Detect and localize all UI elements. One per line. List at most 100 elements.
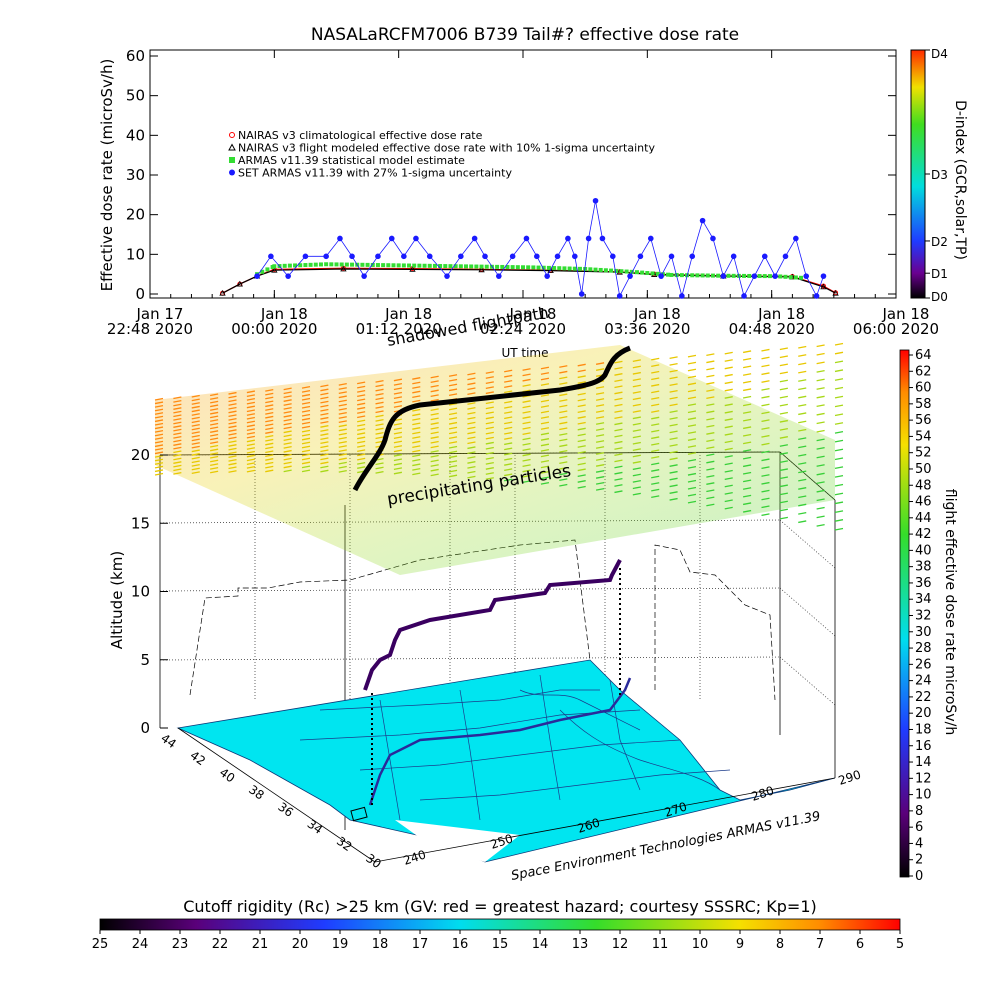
dose-sheet-mark [246, 431, 256, 435]
data-point [344, 262, 349, 267]
dose-sheet-mark [669, 396, 678, 400]
dose-sheet-mark [375, 427, 384, 431]
dose-sheet-mark [577, 427, 586, 431]
dose-sheet-mark [761, 411, 770, 415]
dose-sheet-mark [338, 432, 347, 436]
dose-sheet-mark [412, 436, 421, 439]
data-point [690, 273, 695, 278]
dose-sheet-mark [301, 457, 311, 461]
dose-sheet-mark [448, 421, 458, 425]
dose-sheet-mark [283, 469, 292, 473]
dose-sheet-mark [761, 348, 770, 352]
dose-sheet-mark [522, 442, 531, 446]
dose-sheet-mark [504, 390, 513, 394]
dose-sheet-mark [357, 432, 366, 436]
dose-sheet-mark [154, 458, 164, 462]
dose-sheet-mark [375, 414, 384, 418]
dose-sheet-mark [742, 418, 752, 422]
dose-sheet-mark [338, 457, 347, 461]
data-point [557, 266, 562, 271]
dose-sheet-mark [798, 478, 807, 482]
3d-lon-axis [374, 777, 836, 863]
data-point [293, 263, 298, 268]
dose-sheet-mark [559, 483, 568, 487]
rigidity-tick-label: 25 [92, 937, 109, 952]
dose-sheet-mark [154, 455, 164, 458]
dose-sheet [155, 345, 835, 575]
dose-sheet-mark [430, 436, 439, 439]
data-point [578, 291, 585, 297]
dose-sheet-mark [706, 367, 715, 371]
dose-sheet-mark [706, 417, 715, 421]
dose-sheet-mark [614, 385, 623, 389]
y-tick-label: 0 [135, 285, 145, 303]
x-tick-label-time: 02:24 2020 [480, 320, 566, 338]
dose-sheet-mark [191, 394, 200, 398]
x-tick-label-time: 06:00 2020 [853, 320, 939, 338]
dose-sheet-mark [301, 397, 311, 401]
map-boundary-line [559, 709, 721, 791]
data-point [388, 235, 395, 242]
dose-sheet-mark [228, 425, 237, 429]
dose-sheet-mark [320, 408, 329, 412]
data-point [219, 289, 226, 296]
dose-colorbar-tick-label: 16 [915, 739, 932, 754]
dose-sheet-mark [283, 434, 292, 438]
dindex-tick-label: D0 [931, 290, 948, 304]
dose-sheet-mark [798, 487, 807, 490]
data-point [370, 262, 375, 267]
dose-sheet-mark [669, 477, 678, 481]
data-point [782, 253, 789, 260]
dose-sheet-mark [834, 457, 844, 461]
dose-sheet-mark [798, 470, 807, 474]
dose-sheet-mark [687, 438, 697, 441]
data-point [478, 266, 485, 273]
dose-sheet-mark [154, 422, 164, 426]
dose-sheet-mark [595, 440, 605, 443]
dose-sheet-mark [595, 464, 605, 467]
dose-sheet-mark [191, 463, 200, 467]
z-tick-label: 15 [131, 514, 150, 532]
dose-sheet-mark [210, 437, 219, 441]
dose-sheet-mark [559, 410, 568, 414]
y-tick-label: 50 [126, 87, 145, 105]
dose-colorbar-tick-label: 8 [915, 804, 923, 819]
dose-sheet-mark [595, 386, 605, 389]
dose-sheet-mark [301, 417, 311, 421]
dose-sheet-mark [301, 401, 311, 405]
data-point [469, 264, 474, 269]
dose-sheet-mark [706, 432, 715, 435]
dose-sheet-mark [669, 416, 678, 420]
data-point [762, 274, 767, 279]
dose-sheet-mark [687, 375, 697, 379]
z-tick-label: 20 [131, 446, 150, 464]
dose-sheet-mark [246, 458, 256, 462]
data-point [629, 269, 634, 274]
dose-sheet-mark [559, 444, 568, 448]
dose-sheet-mark [338, 469, 347, 473]
x-tick-label-date: Jan 18 [260, 305, 308, 323]
dose-sheet-mark [834, 378, 844, 381]
dose-sheet-mark [191, 434, 200, 438]
dose-sheet-mark [632, 473, 641, 477]
dose-sheet-mark [467, 426, 476, 430]
dose-sheet-mark [393, 396, 403, 400]
longitude-ticks: 240 250 260 270 280 290 [402, 767, 863, 867]
top-series-layer [219, 197, 839, 299]
dose-sheet-mark [210, 452, 219, 456]
dose-sheet-mark [632, 371, 641, 375]
data-point [820, 283, 827, 290]
dose-sheet-mark [779, 355, 788, 359]
dose-sheet-mark [522, 384, 531, 387]
dose-sheet-mark [301, 441, 311, 445]
dose-rate-colorbar-label: flight effective dose rate microSv/h [942, 489, 958, 735]
dose-sheet-mark [651, 475, 660, 479]
dose-sheet-mark [706, 360, 715, 364]
dose-sheet-mark [210, 393, 219, 397]
data-point [730, 253, 737, 260]
dose-sheet-mark [632, 448, 641, 451]
data-point [666, 272, 671, 277]
dose-sheet-mark [504, 426, 513, 430]
dose-sheet-mark [412, 454, 421, 458]
dose-sheet-mark [614, 366, 623, 370]
